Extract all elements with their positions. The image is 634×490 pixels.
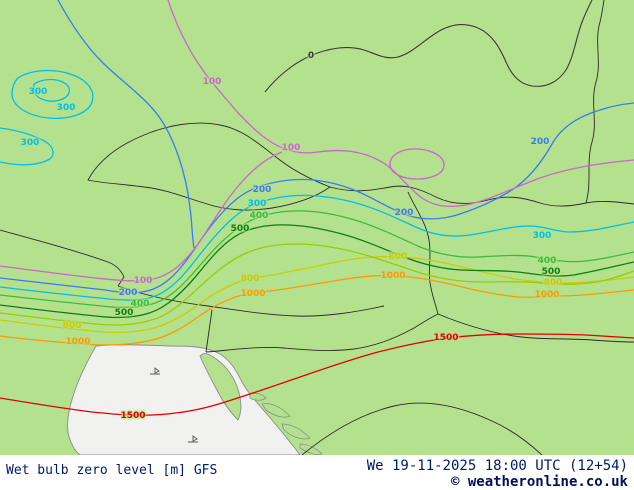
weather-map-page: 3003003001000100100200400500800100020030… (0, 0, 634, 490)
credit-link[interactable]: © weatheronline.co.uk (451, 474, 628, 490)
footer: Wet bulb zero level [m] GFS We 19-11-202… (0, 455, 634, 490)
valid-datetime: We 19-11-2025 18:00 UTC (12+54) (367, 458, 628, 474)
map-container: 3003003001000100100200400500800100020030… (0, 0, 634, 455)
map-svg (0, 0, 634, 455)
product-title: Wet bulb zero level [m] GFS (6, 463, 217, 478)
